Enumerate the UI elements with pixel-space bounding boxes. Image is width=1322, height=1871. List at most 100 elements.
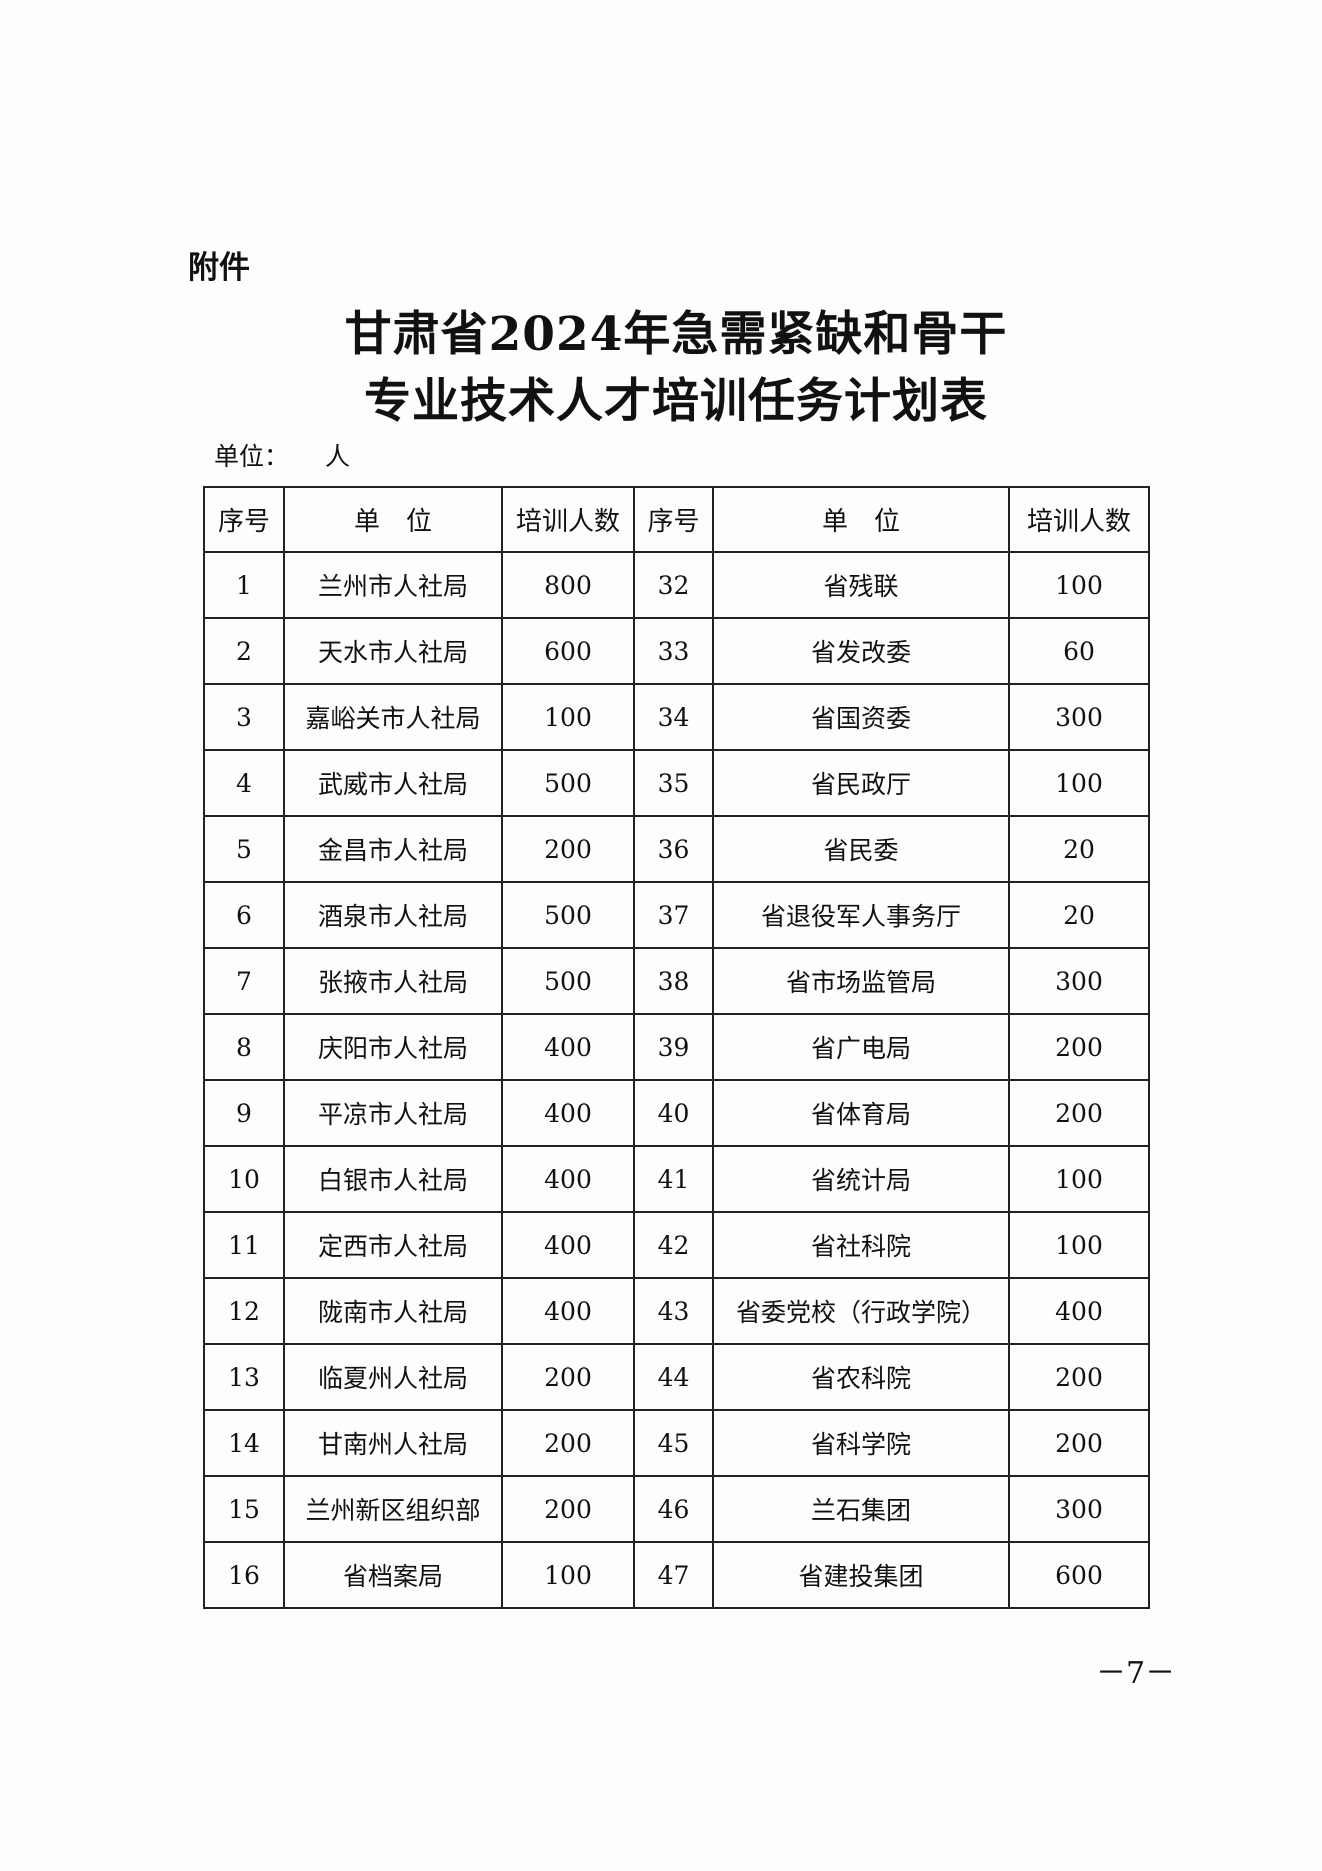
cell-index-right: 41 <box>633 1145 714 1213</box>
cell-index-left: 9 <box>203 1079 285 1147</box>
cell-count-left: 200 <box>501 815 635 883</box>
cell-unit-right: 省残联 <box>712 551 1010 619</box>
cell-count-right: 300 <box>1008 1475 1150 1543</box>
cell-count-left: 100 <box>501 683 635 751</box>
header-index-left: 序号 <box>203 486 285 553</box>
table-row: 4 武威市人社局 500 35 省民政厅 100 <box>203 749 1150 817</box>
cell-unit-left: 金昌市人社局 <box>283 815 503 883</box>
cell-unit-left: 省档案局 <box>283 1541 503 1609</box>
cell-count-right: 20 <box>1008 815 1150 883</box>
header-count-right: 培训人数 <box>1008 486 1150 553</box>
cell-index-right: 46 <box>633 1475 714 1543</box>
cell-unit-left: 庆阳市人社局 <box>283 1013 503 1081</box>
cell-index-right: 37 <box>633 881 714 949</box>
cell-count-right: 100 <box>1008 1211 1150 1279</box>
cell-index-right: 39 <box>633 1013 714 1081</box>
cell-index-left: 11 <box>203 1211 285 1279</box>
cell-unit-right: 兰石集团 <box>712 1475 1010 1543</box>
cell-index-right: 36 <box>633 815 714 883</box>
cell-count-left: 500 <box>501 947 635 1015</box>
header-index-right: 序号 <box>633 486 714 553</box>
table-row: 5 金昌市人社局 200 36 省民委 20 <box>203 815 1150 883</box>
cell-unit-right: 省市场监管局 <box>712 947 1010 1015</box>
cell-index-left: 1 <box>203 551 285 619</box>
cell-unit-right: 省广电局 <box>712 1013 1010 1081</box>
cell-index-left: 8 <box>203 1013 285 1081</box>
table-row: 8 庆阳市人社局 400 39 省广电局 200 <box>203 1013 1150 1081</box>
cell-index-right: 40 <box>633 1079 714 1147</box>
cell-unit-right: 省民委 <box>712 815 1010 883</box>
cell-count-left: 400 <box>501 1013 635 1081</box>
attachment-label: 附件 <box>188 250 250 286</box>
cell-index-right: 35 <box>633 749 714 817</box>
table-row: 15 兰州新区组织部 200 46 兰石集团 300 <box>203 1475 1150 1543</box>
header-unit-left: 单 位 <box>283 486 503 553</box>
cell-index-left: 13 <box>203 1343 285 1411</box>
unit-note: 单位： 人 <box>214 437 350 473</box>
cell-count-left: 100 <box>501 1541 635 1609</box>
document-title-line2: 专业技术人才培训任务计划表 <box>364 374 988 429</box>
cell-index-right: 47 <box>633 1541 714 1609</box>
table-row: 13 临夏州人社局 200 44 省农科院 200 <box>203 1343 1150 1411</box>
cell-unit-left: 陇南市人社局 <box>283 1277 503 1345</box>
table-row: 9 平凉市人社局 400 40 省体育局 200 <box>203 1079 1150 1147</box>
cell-unit-left: 嘉峪关市人社局 <box>283 683 503 751</box>
table-row: 14 甘南州人社局 200 45 省科学院 200 <box>203 1409 1150 1477</box>
cell-unit-left: 天水市人社局 <box>283 617 503 685</box>
cell-unit-left: 武威市人社局 <box>283 749 503 817</box>
cell-count-right: 300 <box>1008 947 1150 1015</box>
cell-index-right: 32 <box>633 551 714 619</box>
cell-unit-right: 省退役军人事务厅 <box>712 881 1010 949</box>
cell-count-left: 400 <box>501 1145 635 1213</box>
table-row: 3 嘉峪关市人社局 100 34 省国资委 300 <box>203 683 1150 751</box>
table-row: 11 定西市人社局 400 42 省社科院 100 <box>203 1211 1150 1279</box>
cell-index-left: 7 <box>203 947 285 1015</box>
table-row: 7 张掖市人社局 500 38 省市场监管局 300 <box>203 947 1150 1015</box>
cell-count-right: 200 <box>1008 1409 1150 1477</box>
cell-index-right: 38 <box>633 947 714 1015</box>
cell-unit-right: 省建投集团 <box>712 1541 1010 1609</box>
cell-count-left: 500 <box>501 881 635 949</box>
cell-unit-right: 省国资委 <box>712 683 1010 751</box>
cell-index-left: 3 <box>203 683 285 751</box>
table-row: 16 省档案局 100 47 省建投集团 600 <box>203 1541 1150 1609</box>
cell-unit-left: 兰州新区组织部 <box>283 1475 503 1543</box>
cell-index-right: 45 <box>633 1409 714 1477</box>
cell-index-left: 6 <box>203 881 285 949</box>
cell-count-right: 20 <box>1008 881 1150 949</box>
cell-unit-right: 省体育局 <box>712 1079 1010 1147</box>
header-count-left: 培训人数 <box>501 486 635 553</box>
cell-count-left: 200 <box>501 1343 635 1411</box>
cell-count-right: 100 <box>1008 749 1150 817</box>
cell-count-left: 800 <box>501 551 635 619</box>
cell-unit-left: 白银市人社局 <box>283 1145 503 1213</box>
cell-count-left: 600 <box>501 617 635 685</box>
training-plan-table: 序号 单 位 培训人数 序号 单 位 培训人数 1 兰州市人社局 800 32 省残联 1… <box>203 486 1150 1609</box>
cell-index-left: 16 <box>203 1541 285 1609</box>
cell-unit-left: 平凉市人社局 <box>283 1079 503 1147</box>
cell-count-left: 400 <box>501 1211 635 1279</box>
cell-count-left: 400 <box>501 1079 635 1147</box>
table-row: 2 天水市人社局 600 33 省发改委 60 <box>203 617 1150 685</box>
cell-index-right: 44 <box>633 1343 714 1411</box>
cell-unit-right: 省统计局 <box>712 1145 1010 1213</box>
cell-count-right: 300 <box>1008 683 1150 751</box>
cell-count-right: 100 <box>1008 1145 1150 1213</box>
cell-unit-right: 省民政厅 <box>712 749 1010 817</box>
cell-unit-right: 省发改委 <box>712 617 1010 685</box>
cell-unit-left: 定西市人社局 <box>283 1211 503 1279</box>
cell-count-right: 600 <box>1008 1541 1150 1609</box>
table-row: 6 酒泉市人社局 500 37 省退役军人事务厅 20 <box>203 881 1150 949</box>
table-row: 10 白银市人社局 400 41 省统计局 100 <box>203 1145 1150 1213</box>
cell-unit-left: 甘南州人社局 <box>283 1409 503 1477</box>
cell-index-left: 5 <box>203 815 285 883</box>
cell-unit-right: 省委党校（行政学院） <box>712 1277 1010 1345</box>
cell-unit-right: 省社科院 <box>712 1211 1010 1279</box>
table-row: 1 兰州市人社局 800 32 省残联 100 <box>203 551 1150 619</box>
table-row: 12 陇南市人社局 400 43 省委党校（行政学院） 400 <box>203 1277 1150 1345</box>
cell-index-right: 42 <box>633 1211 714 1279</box>
cell-count-right: 200 <box>1008 1013 1150 1081</box>
cell-unit-right: 省科学院 <box>712 1409 1010 1477</box>
page-number: －7－ <box>1096 1656 1176 1691</box>
unit-label: 单位： <box>214 442 290 471</box>
